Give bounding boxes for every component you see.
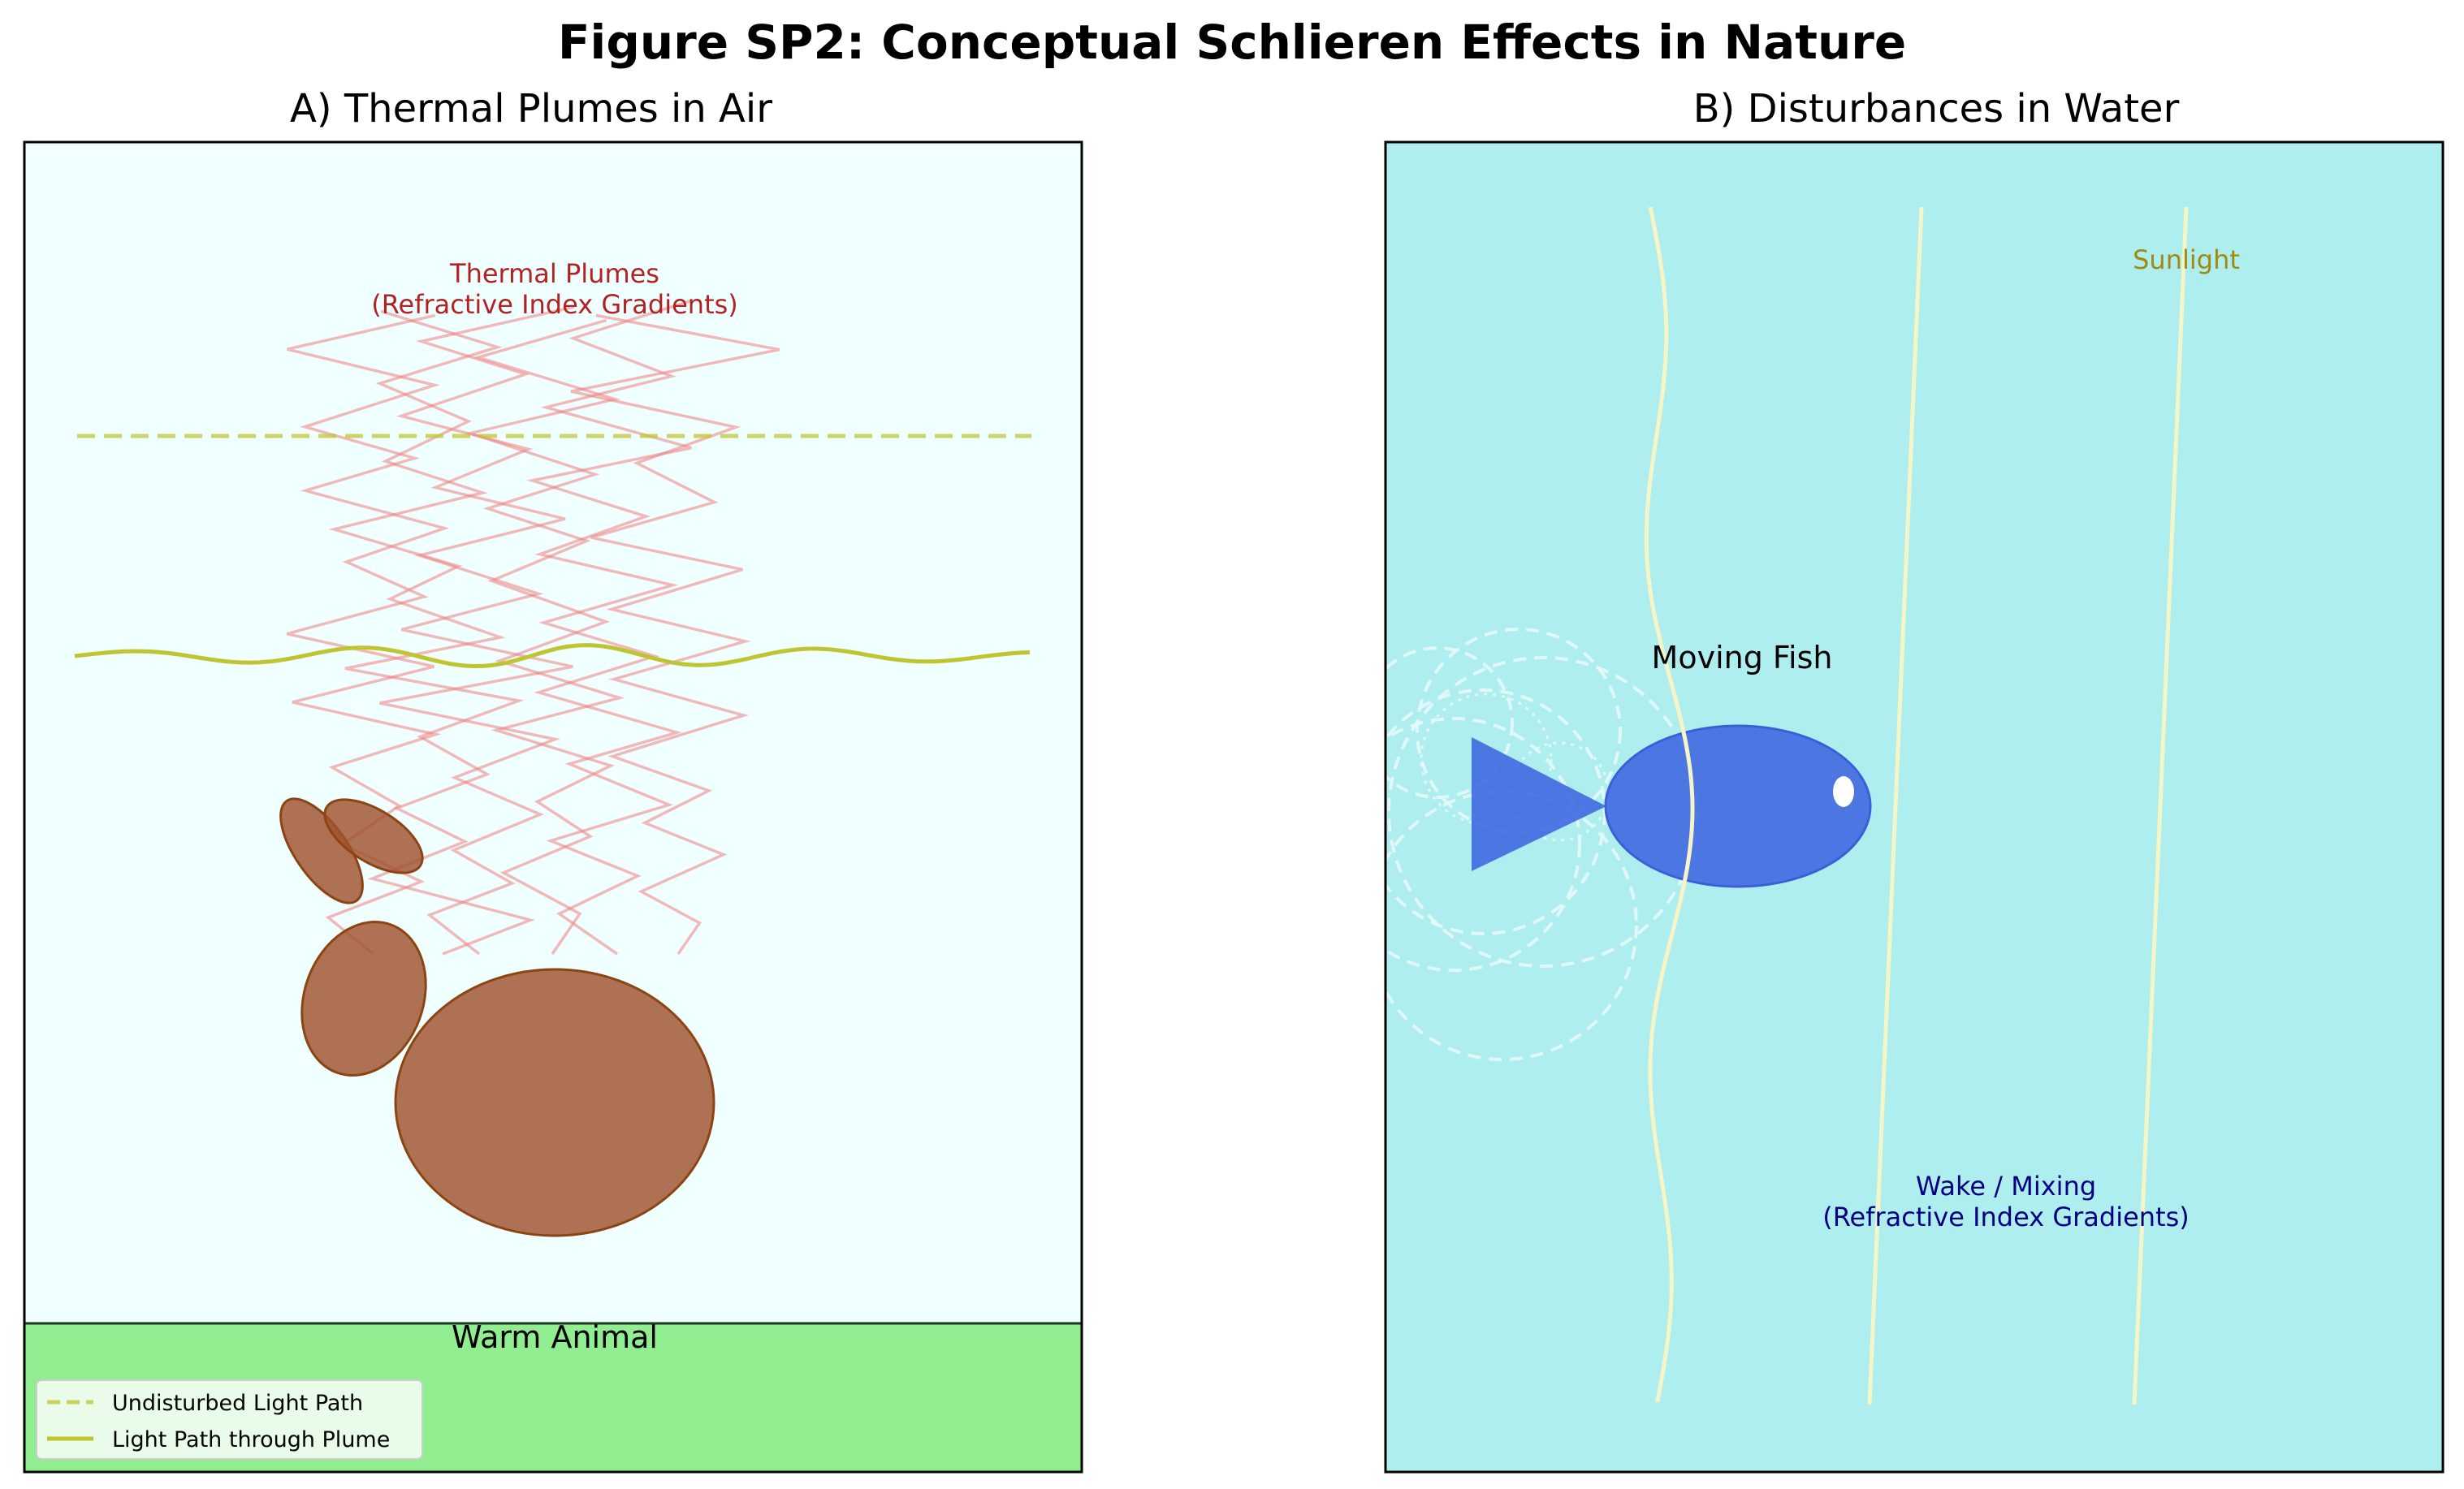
wake-swirl (1385, 717, 1581, 972)
animal-body (394, 968, 715, 1237)
plume-line (526, 299, 692, 956)
figure-title: Figure SP2: Conceptual Schlieren Effects… (558, 15, 1906, 70)
warm-animal (279, 797, 715, 1237)
sunlight-ray (1644, 206, 1695, 1403)
wake-label-line2: (Refractive Index Gradients) (1822, 1202, 2190, 1232)
moving-fish (1472, 724, 1872, 888)
fish-tail (1472, 737, 1606, 871)
panel-b-title: B) Disturbances in Water (1693, 86, 2180, 132)
panel-a-title: A) Thermal Plumes in Air (290, 86, 772, 132)
fish-eye (1833, 776, 1854, 807)
wake-label-line1: Wake / Mixing (1916, 1171, 2096, 1202)
wake-swirl (1385, 790, 1638, 1061)
plume-line (328, 309, 535, 956)
sunlight-label: Sunlight (2133, 244, 2240, 275)
legend-plume-label: Light Path through Plume (112, 1427, 390, 1452)
fish-body (1604, 724, 1872, 888)
thermal-plumes (286, 299, 780, 956)
plume-line (379, 305, 575, 956)
legend-undisturbed-label: Undisturbed Light Path (112, 1391, 363, 1416)
animal-label: Warm Animal (452, 1319, 658, 1355)
wake-swirl (1385, 646, 1514, 799)
plume-label-line1: Thermal Plumes (449, 258, 659, 289)
sunlight-ray (1867, 206, 1924, 1405)
plume-line (570, 313, 780, 955)
wake-swirl (1420, 693, 1553, 826)
animal-ear-right (323, 798, 424, 874)
panel-b: B) Disturbances in Water (1384, 86, 2445, 1474)
animal-head (300, 920, 427, 1077)
fish-label: Moving Fish (1652, 640, 1833, 675)
panel-a: A) Thermal Plumes in Air Thermal Plumes … (23, 86, 1083, 1474)
panel-a-frame (23, 140, 1083, 1474)
panel-b-frame (1384, 140, 2445, 1474)
sunlight-ray (2132, 206, 2189, 1405)
light-path-through-plume (74, 643, 1031, 669)
plume-label-line2: (Refractive Index Gradients) (371, 289, 738, 320)
legend-box (36, 1379, 423, 1460)
legend: Undisturbed Light Path Light Path throug… (36, 1379, 423, 1460)
plume-line (465, 318, 625, 955)
